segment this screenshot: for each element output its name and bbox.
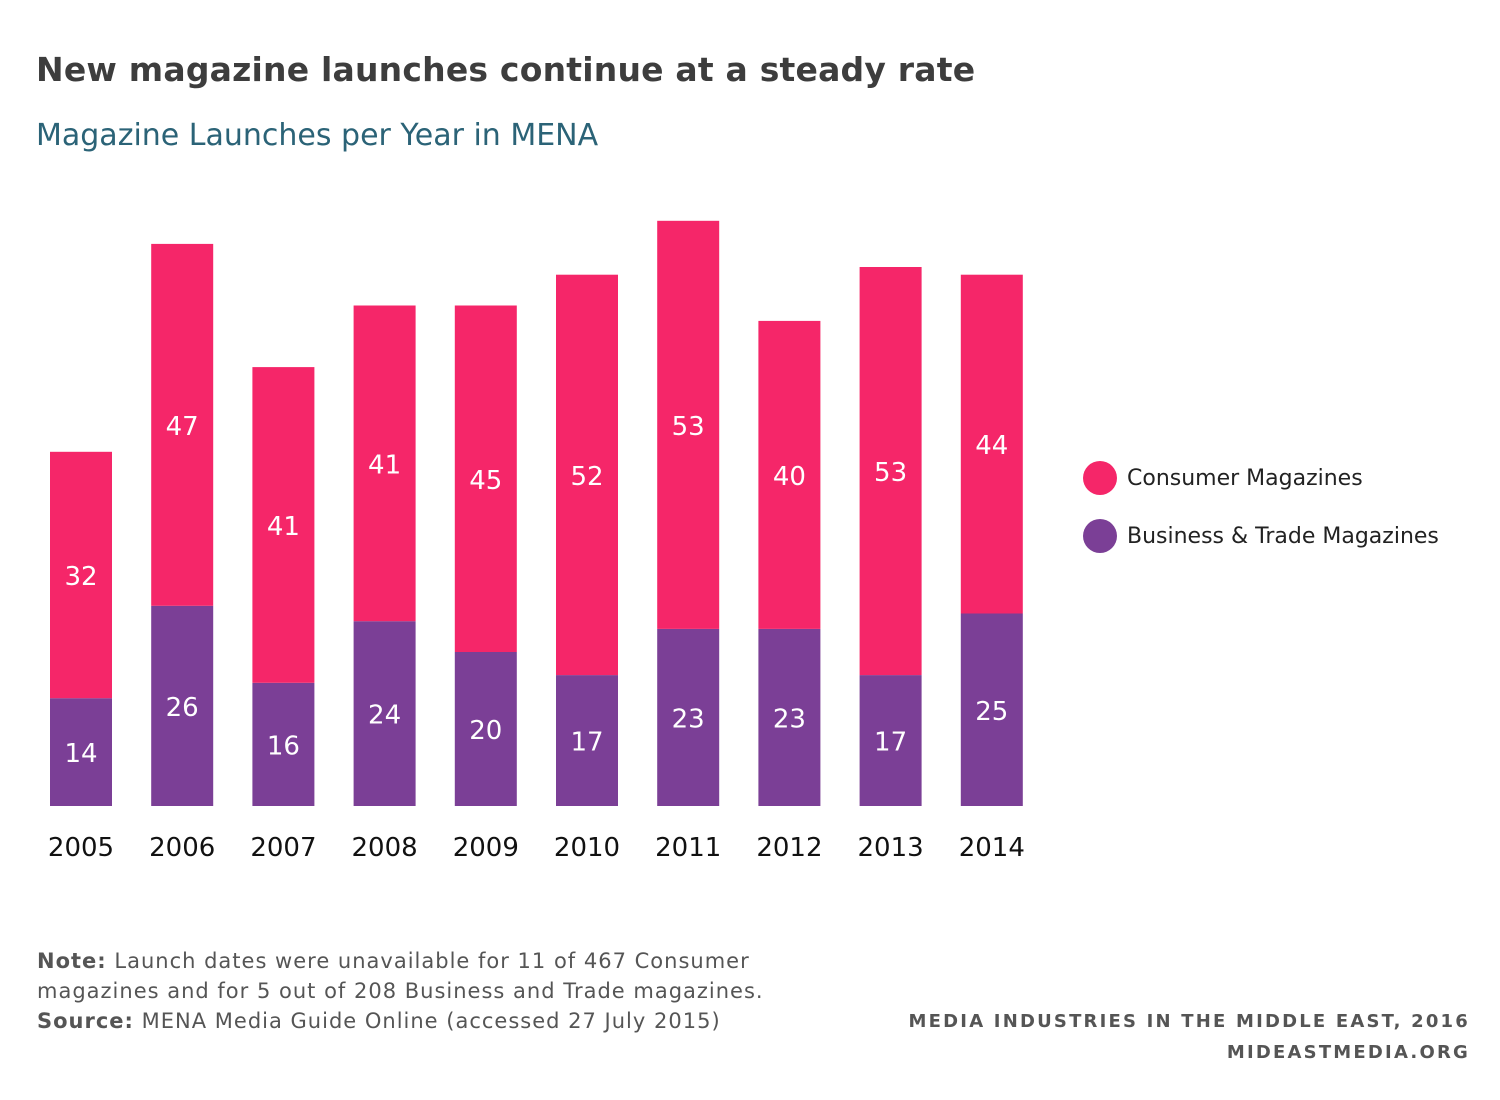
x-tick-label-2006: 2006 [149,833,215,863]
source-line: Source: MENA Media Guide Online (accesse… [37,1006,837,1036]
data-label-business-2013: 17 [874,728,907,758]
bar-consumer-2005 [50,451,112,699]
chart-subtitle: Magazine Launches per Year in MENA [36,118,599,153]
chart-legend: Consumer Magazines Business & Trade Maga… [1083,461,1439,577]
data-label-consumer-2011: 53 [672,412,705,442]
data-label-business-2011: 23 [672,704,705,734]
data-label-business-2012: 23 [773,704,806,734]
data-label-business-2005: 14 [64,739,97,769]
bar-consumer-2013 [859,267,922,676]
note-line: Note: Launch dates were unavailable for … [37,946,837,1006]
bar-consumer-2011 [657,220,720,629]
bar-consumer-2014 [960,274,1023,614]
bar-business-2012 [758,628,821,806]
data-label-business-2010: 17 [570,728,603,758]
data-label-consumer-2005: 32 [64,562,97,592]
bar-business-2011 [657,628,720,806]
data-label-business-2006: 26 [166,693,199,723]
data-label-business-2008: 24 [368,701,401,731]
note-text: Launch dates were unavailable for 11 of … [37,949,764,1003]
data-label-consumer-2014: 44 [975,431,1008,461]
footnote: Note: Launch dates were unavailable for … [37,946,837,1036]
x-tick-label-2010: 2010 [554,833,620,863]
x-tick-label-2007: 2007 [250,833,316,863]
bar-consumer-2007 [252,367,315,683]
data-label-consumer-2012: 40 [773,462,806,492]
data-label-consumer-2009: 45 [469,466,502,496]
bar-consumer-2006 [151,243,214,606]
bar-business-2009 [454,652,517,806]
credit-website: MIDEASTMEDIA.ORG [1226,1042,1470,1063]
bar-business-2008 [353,621,416,806]
bar-business-2005 [50,698,112,806]
x-tick-label-2005: 2005 [48,833,114,863]
data-label-consumer-2008: 41 [368,450,401,480]
data-label-consumer-2007: 41 [267,512,300,542]
bar-consumer-2012 [758,320,821,629]
x-tick-label-2011: 2011 [655,833,721,863]
source-lead: Source: [37,1009,134,1033]
data-label-business-2014: 25 [975,697,1008,727]
x-tick-label-2014: 2014 [959,833,1025,863]
x-tick-label-2008: 2008 [352,833,418,863]
bar-business-2014 [960,613,1023,806]
data-label-business-2007: 16 [267,731,300,761]
publication-credit: MEDIA INDUSTRIES IN THE MIDDLE EAST, 201… [909,1006,1470,1068]
legend-label-consumer: Consumer Magazines [1127,465,1363,491]
bar-consumer-2010 [556,274,618,676]
bar-business-2006 [151,605,214,806]
source-text: MENA Media Guide Online (accessed 27 Jul… [141,1009,721,1033]
bar-business-2010 [556,675,618,806]
bar-consumer-2008 [353,305,416,622]
data-label-business-2009: 20 [469,716,502,746]
legend-item-business: Business & Trade Magazines [1083,519,1439,553]
x-tick-label-2013: 2013 [858,833,924,863]
data-label-consumer-2010: 52 [570,462,603,492]
legend-swatch-consumer [1083,461,1117,495]
stacked-bar-chart: 14 32 2005 26 47 2006 16 41 2007 24 41 2008 20 45 2009… [48,220,1025,863]
legend-item-consumer: Consumer Magazines [1083,461,1439,495]
legend-label-business: Business & Trade Magazines [1127,523,1439,549]
bar-business-2013 [859,675,922,806]
bar-business-2007 [252,682,315,806]
bar-consumer-2009 [454,305,517,652]
legend-swatch-business [1083,519,1117,553]
credit-publication: MEDIA INDUSTRIES IN THE MIDDLE EAST, 201… [908,1011,1470,1032]
data-label-consumer-2013: 53 [874,458,907,488]
note-lead: Note: [37,949,107,973]
data-label-consumer-2006: 47 [166,412,199,442]
chart-title: New magazine launches continue at a stea… [36,50,976,89]
x-tick-label-2009: 2009 [453,833,519,863]
x-tick-label-2012: 2012 [756,833,822,863]
